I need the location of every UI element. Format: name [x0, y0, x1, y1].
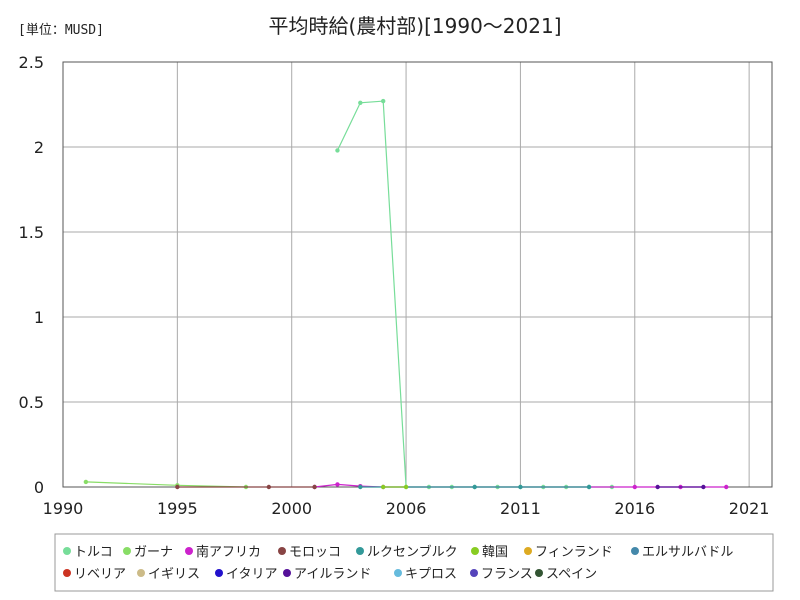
legend-label: キプロス — [405, 567, 457, 582]
legend-item-1: トルコ — [63, 545, 113, 560]
legend-item-15: スペイン — [535, 567, 597, 582]
legend-label: 南アフリカ — [196, 544, 261, 560]
y-tick-label: 1 — [34, 308, 44, 327]
x-tick-label: 1995 — [157, 499, 198, 518]
data-point — [632, 484, 637, 490]
legend-item-7: フィンランド — [524, 545, 613, 560]
legend-label: スペイン — [546, 567, 597, 582]
legend-item-13: キプロス — [394, 567, 457, 582]
y-tick-label: 2.5 — [19, 53, 44, 72]
legend-marker — [278, 547, 286, 555]
series-6 — [380, 484, 409, 490]
legend-label: モロッコ — [289, 545, 341, 560]
x-tick-label: 2016 — [614, 499, 655, 518]
legend-label: リベリア — [74, 567, 126, 582]
y-tick-label: 1.5 — [19, 223, 44, 242]
legend-item-12: アイルランド — [283, 567, 371, 582]
legend-label: フランス — [481, 567, 533, 582]
legend-label: ルクセンブルク — [367, 544, 458, 560]
legend-marker — [470, 569, 478, 577]
legend-marker — [524, 547, 532, 555]
series-line — [85, 481, 247, 488]
legend-marker — [185, 547, 193, 555]
data-point — [358, 484, 363, 490]
x-tick-label: 1990 — [43, 499, 84, 518]
plot-frame — [62, 61, 773, 488]
series-4 — [175, 484, 317, 490]
legend-marker — [215, 569, 223, 577]
x-tick-label: 2006 — [386, 499, 427, 518]
legend-box — [54, 533, 774, 592]
data-point — [380, 484, 386, 490]
data-point — [472, 484, 477, 490]
y-axis-ticks: 0 0.5 1 1.5 2 2.5 — [19, 53, 44, 497]
data-point — [655, 484, 660, 490]
chart-title: 平均時給(農村部)[1990～2021] — [268, 14, 561, 38]
legend-label: エルサルバドル — [642, 545, 733, 560]
legend-item-5: ルクセンブルク — [356, 544, 458, 560]
legend-item-9: リベリア — [63, 567, 126, 582]
data-point — [335, 148, 340, 153]
legend-label: フィンランド — [535, 545, 613, 560]
legend-item-6: 韓国 — [471, 545, 508, 560]
legend-marker — [471, 547, 479, 555]
legend-item-4: モロッコ — [278, 545, 341, 560]
series-12 — [655, 484, 706, 490]
x-tick-label: 2011 — [500, 499, 541, 518]
legend-marker — [394, 569, 402, 577]
legend-label: ガーナ — [134, 545, 173, 560]
data-point — [518, 484, 523, 490]
y-tick-label: 0.5 — [19, 393, 44, 412]
legend-label: アイルランド — [294, 567, 371, 582]
legend-item-8: エルサルバドル — [631, 545, 733, 560]
data-point — [701, 484, 706, 490]
series-group — [83, 98, 729, 490]
legend-marker — [631, 547, 639, 555]
legend-item-14: フランス — [470, 567, 533, 582]
series-line — [336, 100, 612, 488]
legend-marker — [63, 547, 71, 555]
data-point — [312, 484, 317, 490]
grid — [63, 62, 772, 487]
data-point — [335, 482, 340, 487]
data-point — [403, 484, 409, 490]
series-2 — [83, 479, 249, 490]
data-point — [724, 484, 729, 490]
legend-label: イタリア — [226, 567, 277, 582]
legend-marker — [123, 547, 131, 555]
legend-marker — [63, 569, 71, 577]
data-point — [586, 484, 592, 490]
legend-item-3: 南アフリカ — [185, 544, 261, 560]
data-point — [358, 100, 363, 106]
legend-label: イギリス — [148, 567, 200, 582]
series-1 — [335, 98, 615, 490]
legend-marker — [356, 547, 364, 555]
legend: トルコ ガーナ 南アフリカ モロッコ ルクセンブルク 韓国 フィンランド エルサルバドルリベリ… — [63, 544, 733, 582]
data-point — [83, 479, 89, 485]
x-tick-label: 2000 — [271, 499, 312, 518]
legend-item-11: イタリア — [215, 567, 277, 582]
y-tick-label: 2 — [34, 138, 44, 157]
data-point — [380, 98, 386, 104]
x-axis-ticks: 1990 1995 2000 2006 2011 2016 2021 — [43, 499, 770, 518]
legend-item-2: ガーナ — [123, 545, 173, 560]
legend-marker — [283, 569, 291, 577]
x-tick-label: 2021 — [729, 499, 770, 518]
unit-label: [単位：MUSD] — [18, 22, 104, 38]
data-point — [175, 484, 180, 490]
legend-label: 韓国 — [482, 545, 508, 560]
data-point — [266, 484, 272, 490]
legend-label: トルコ — [74, 545, 113, 560]
series-5 — [358, 484, 592, 490]
legend-marker — [137, 569, 145, 577]
legend-item-10: イギリス — [137, 567, 200, 582]
legend-marker — [535, 569, 543, 577]
y-tick-label: 0 — [34, 478, 44, 497]
